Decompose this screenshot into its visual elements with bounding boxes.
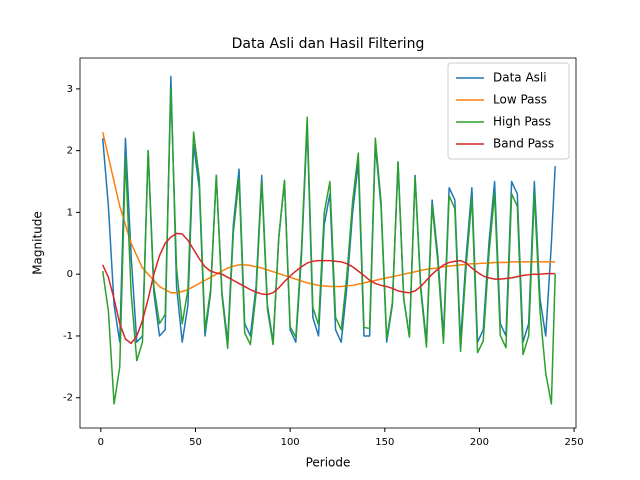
x-tick-label: 50: [189, 437, 202, 448]
legend-box: [447, 62, 570, 160]
y-axis-label: Magnitude: [31, 211, 45, 275]
y-tick-label: -1: [63, 331, 73, 342]
legend-label: High Pass: [493, 115, 551, 129]
legend-label: Data Asli: [493, 71, 547, 85]
x-axis-label: Periode: [306, 456, 351, 470]
series-line: [102, 232, 556, 345]
x-tick-label: 250: [565, 437, 584, 448]
x-tick-label: 200: [470, 437, 489, 448]
y-tick-label: -2: [63, 393, 73, 404]
y-tick-label: 0: [67, 269, 73, 280]
x-tick-label: 0: [98, 437, 104, 448]
plot-frame: [79, 57, 577, 429]
y-tick-label: 1: [67, 207, 73, 218]
y-tick-label: 2: [67, 146, 73, 157]
y-tick-label: 3: [67, 84, 73, 95]
legend-label: Band Pass: [493, 137, 554, 151]
chart-title: Data Asli dan Hasil Filtering: [232, 36, 425, 52]
x-tick-label: 150: [375, 437, 394, 448]
series-line: [101, 88, 556, 405]
x-tick-label: 100: [281, 437, 300, 448]
legend-label: Low Pass: [493, 93, 547, 107]
